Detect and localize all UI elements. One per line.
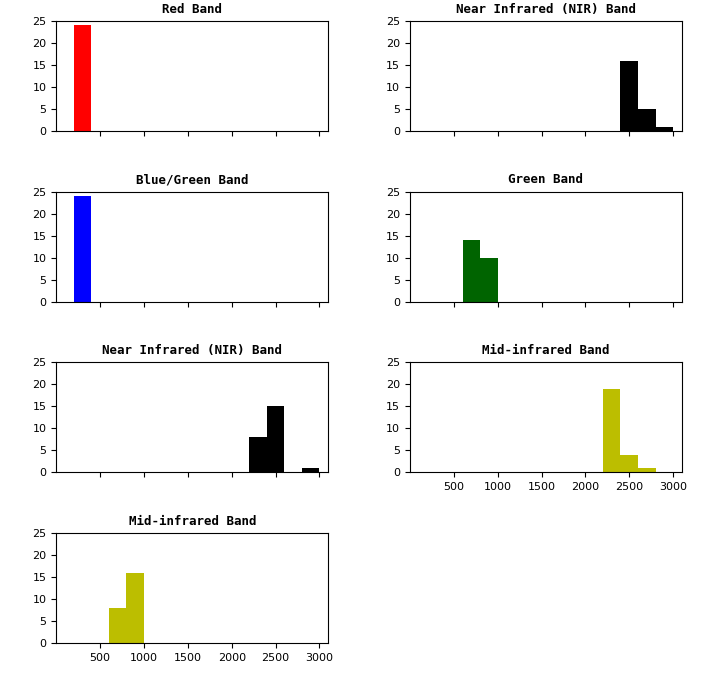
Bar [302, 468, 319, 473]
Bar [74, 196, 91, 302]
Title: Near Infrared (NIR) Band: Near Infrared (NIR) Band [102, 344, 283, 357]
Title: Near Infrared (NIR) Band: Near Infrared (NIR) Band [456, 3, 636, 15]
Title: Red Band: Red Band [162, 3, 222, 15]
Bar [621, 455, 638, 473]
Bar [250, 437, 267, 473]
Bar [638, 109, 656, 131]
Bar [74, 25, 91, 131]
Title: Mid-infrared Band: Mid-infrared Band [129, 514, 256, 528]
Bar [463, 240, 480, 302]
Bar [603, 389, 621, 473]
Bar [638, 468, 656, 473]
Title: Blue/Green Band: Blue/Green Band [136, 173, 248, 187]
Bar [656, 127, 673, 131]
Bar [267, 406, 285, 473]
Bar [621, 61, 638, 131]
Bar [109, 608, 127, 643]
Title: Mid-infrared Band: Mid-infrared Band [482, 344, 610, 357]
Bar [127, 572, 144, 643]
Bar [480, 258, 498, 302]
Title: Green Band: Green Band [508, 173, 583, 187]
